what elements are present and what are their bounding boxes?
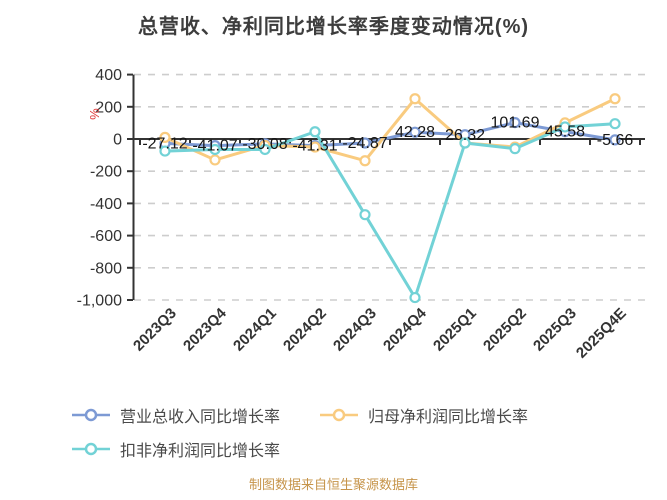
- legend: 营业总收入同比增长率 归母净利润同比增长率 扣非净利润同比增长率: [72, 398, 632, 466]
- x-tick-label: 2023Q4: [180, 304, 230, 354]
- data-label: -27.12: [142, 135, 187, 152]
- y-axis: 400 200 0 -200 -400 -600 -800 -1,000: [77, 67, 135, 310]
- line-series-marker-icon: [320, 408, 359, 422]
- data-point-marker: [409, 126, 421, 138]
- data-label: -41.07: [192, 138, 237, 155]
- x-tick-label: 2025Q4E: [573, 305, 630, 362]
- legend-item-total-revenue-yoy[interactable]: 营业总收入同比增长率: [72, 403, 280, 427]
- legend-label: 扣非净利润同比增长率: [120, 443, 281, 460]
- data-point-marker: [309, 141, 321, 153]
- legend-row-1: 营业总收入同比增长率 归母净利润同比增长率: [72, 398, 632, 432]
- y-axis-unit-label: %: [87, 108, 102, 120]
- x-tick-labels: 2023Q3 2023Q4 2024Q1 2024Q2 2024Q3 2024Q4 2025…: [130, 304, 630, 361]
- legend-item-net-profit-yoy[interactable]: 归母净利润同比增长率: [320, 403, 528, 427]
- line-series-marker-icon: [72, 442, 110, 456]
- y-tick-label: -600: [90, 228, 122, 245]
- data-point-marker: [609, 93, 621, 105]
- legend-label: 归母净利润同比增长率: [368, 409, 529, 426]
- x-tick-label: 2024Q1: [230, 305, 280, 355]
- legend-label: 营业总收入同比增长率: [120, 409, 281, 426]
- data-point-marker: [359, 209, 371, 221]
- data-label: -5.66: [597, 132, 634, 149]
- data-point-marker: [609, 118, 621, 130]
- data-point-marker: [259, 143, 271, 156]
- y-tick-label: 200: [95, 99, 122, 116]
- data-point-marker: [359, 155, 371, 167]
- x-tick-label: 2024Q3: [330, 305, 380, 355]
- data-point-marker: [509, 117, 521, 129]
- data-point-marker: [309, 126, 321, 138]
- y-tick-label: -200: [90, 164, 122, 181]
- legend-item-deducted-net-profit-yoy[interactable]: 扣非净利润同比增长率: [72, 437, 280, 461]
- data-label: -41.31: [292, 138, 337, 155]
- legend-row-2: 扣非净利润同比增长率: [72, 432, 632, 466]
- data-point-marker: [609, 134, 621, 146]
- data-point-marker: [209, 143, 221, 156]
- data-point-marker: [159, 145, 171, 157]
- y-tick-label: 400: [95, 67, 122, 84]
- data-label: -30.08: [242, 136, 287, 153]
- data-point-marker: [459, 137, 471, 149]
- line-series-marker-icon: [72, 408, 110, 422]
- data-source-note: 制图数据来自恒生聚源数据库: [248, 477, 418, 492]
- chart-title: 总营收、净利同比增长率季度变动情况(%): [137, 16, 530, 38]
- gridlines: [134, 73, 648, 301]
- data-point-marker: [559, 121, 571, 133]
- data-label: 42.28: [395, 124, 435, 141]
- data-point-marker: [409, 291, 421, 304]
- x-tick-label: 2025Q3: [530, 305, 580, 355]
- x-tick-label: 2025Q2: [480, 305, 530, 355]
- x-tick-label: 2024Q4: [380, 304, 430, 354]
- data-point-marker: [409, 93, 421, 105]
- series-line-2: [159, 118, 621, 304]
- x-tick-label: 2025Q1: [430, 305, 480, 355]
- y-tick-label: -1,000: [77, 293, 122, 310]
- data-label: -24.87: [342, 135, 387, 152]
- data-labels: -27.12 -41.07 -30.08 -41.31 -24.87 42.28 26.32…: [142, 115, 633, 155]
- y-tick-label: -400: [90, 196, 122, 213]
- y-tick-label: -800: [90, 260, 122, 277]
- data-point-marker: [359, 137, 371, 149]
- data-point-marker: [159, 131, 171, 143]
- x-tick-label: 2024Q2: [280, 305, 330, 355]
- x-tick-label: 2023Q3: [130, 305, 180, 355]
- y-tick-label: 0: [113, 132, 122, 149]
- data-point-marker: [509, 143, 521, 155]
- data-label: 26.32: [445, 127, 485, 144]
- data-label: 101.69: [491, 115, 540, 132]
- chart-svg: 400 200 0 -200 -400 -600 -800 -1,000% -27.12 -41.…: [77, 67, 648, 362]
- data-label: 45.58: [545, 124, 585, 141]
- data-point-marker: [209, 154, 221, 166]
